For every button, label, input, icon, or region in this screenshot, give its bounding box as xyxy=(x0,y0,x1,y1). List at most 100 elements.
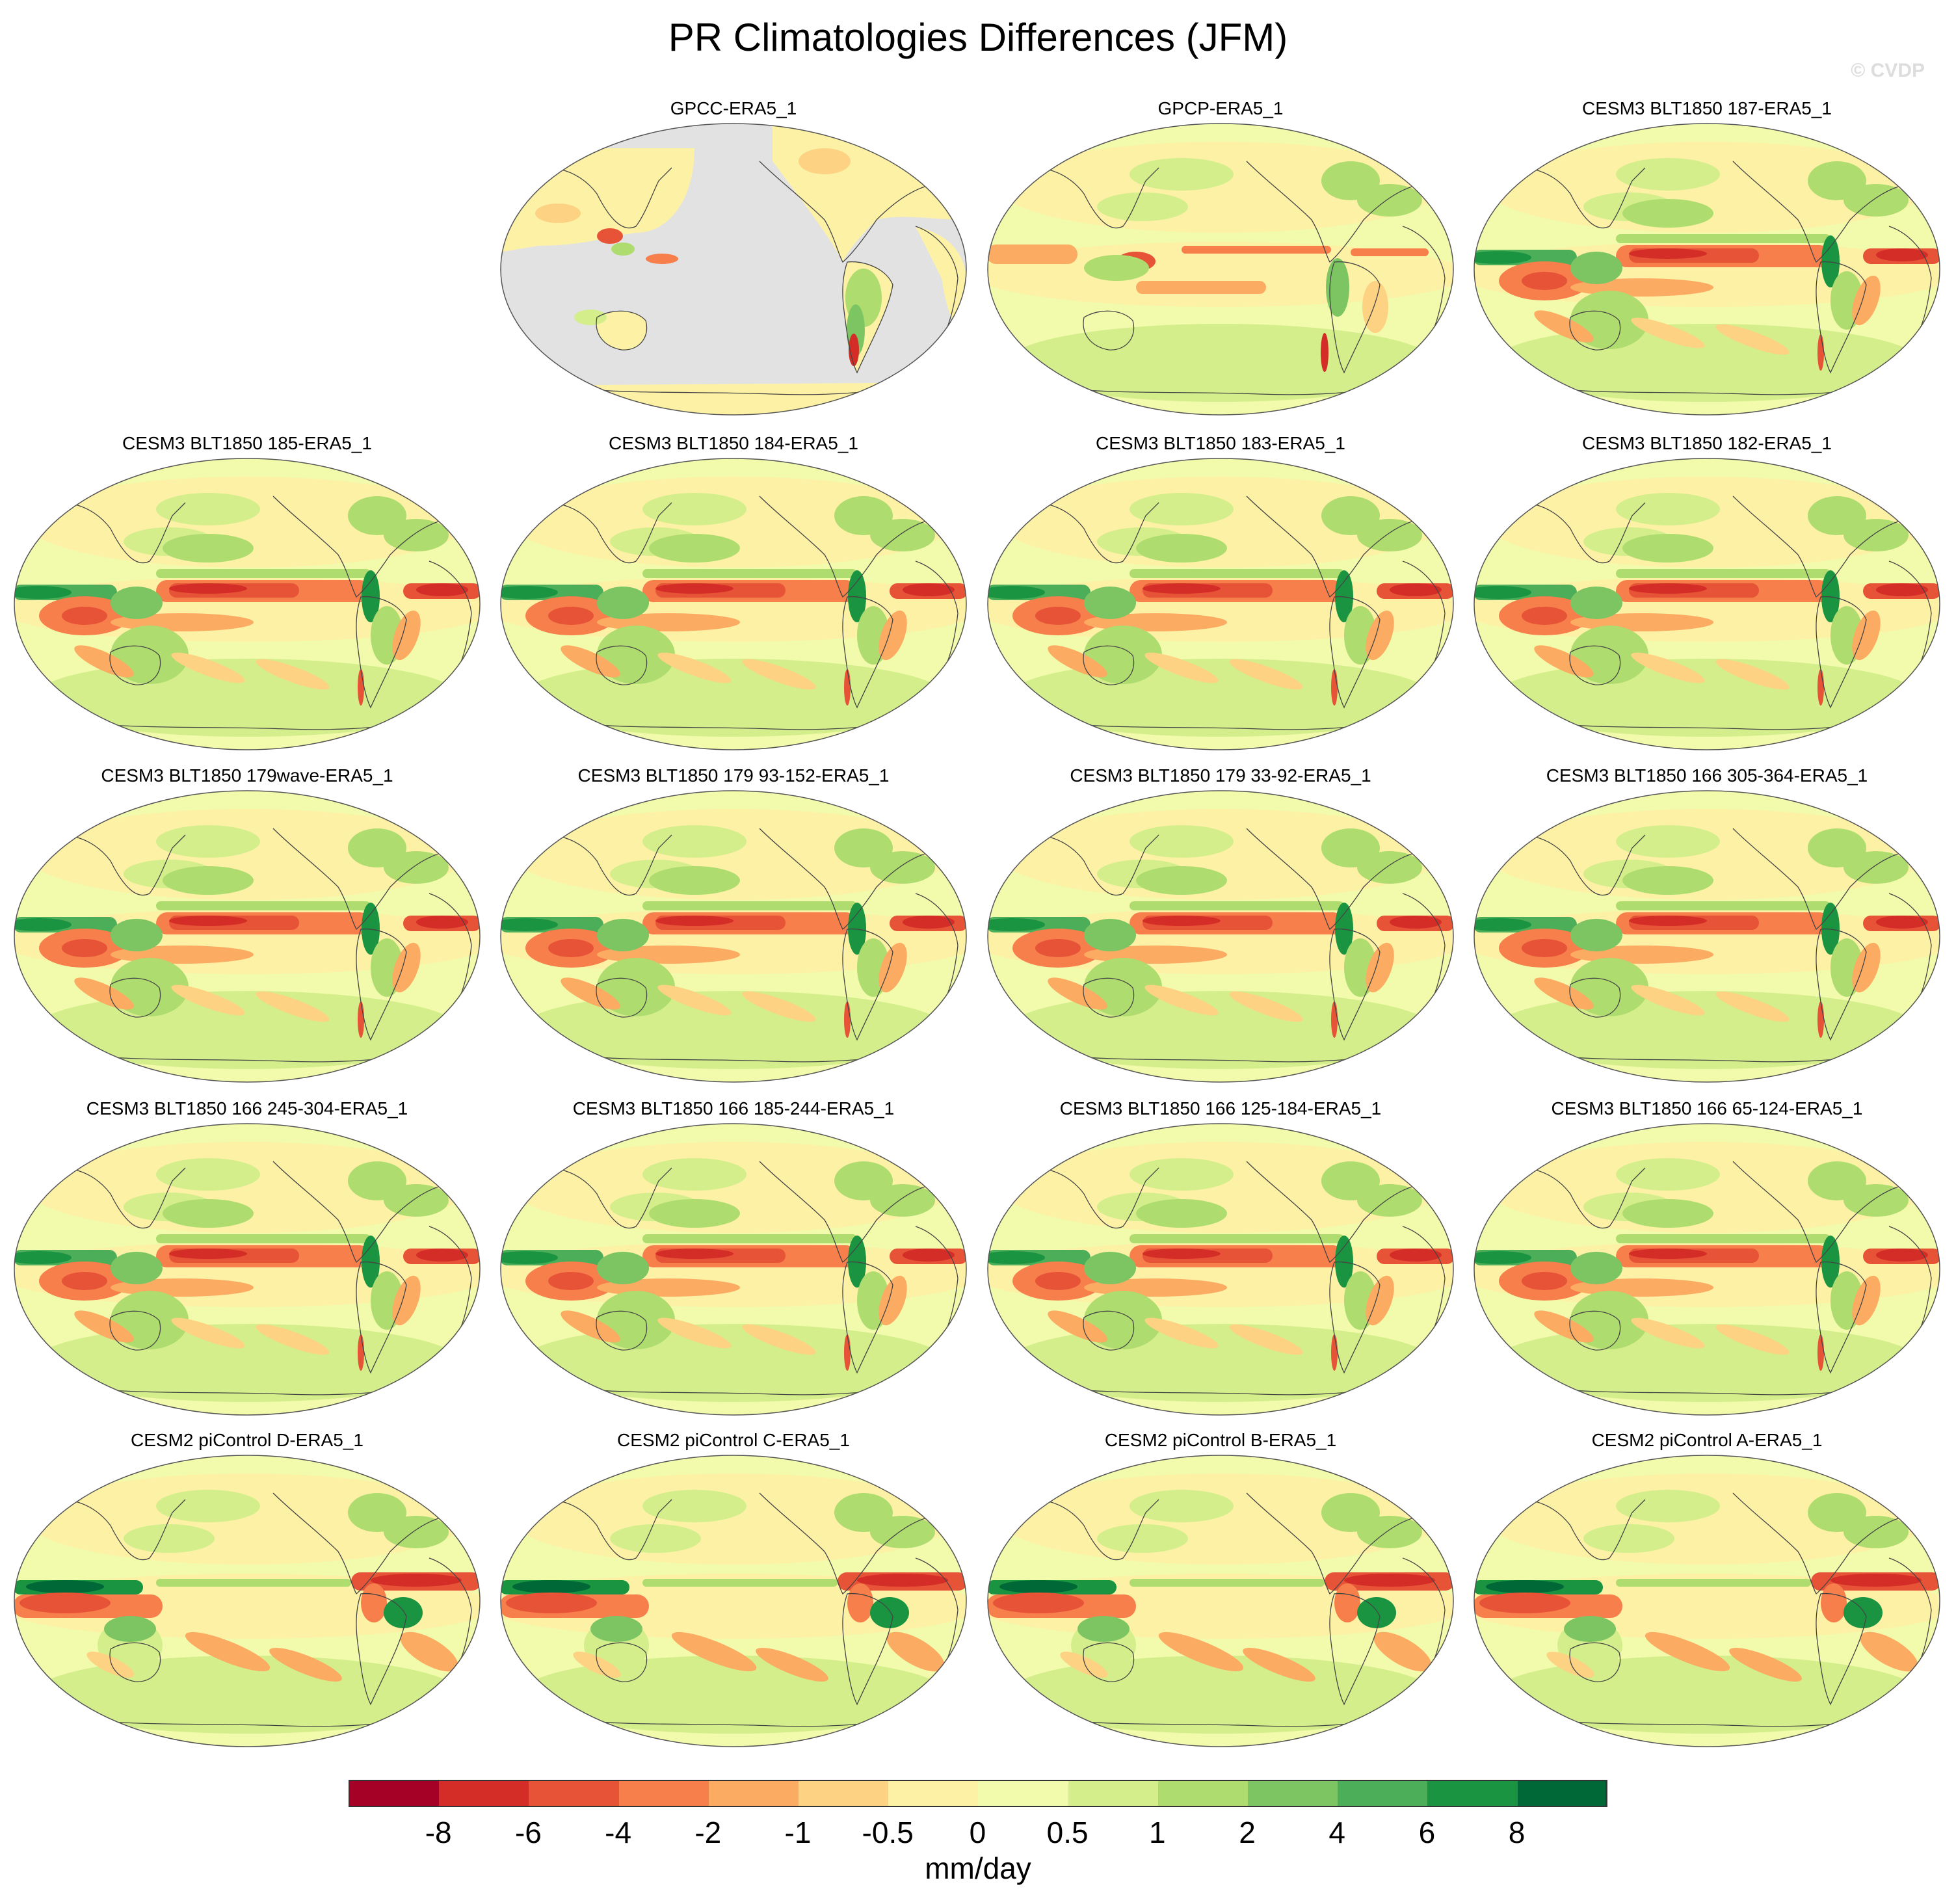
map-panel: CESM2 piControl C-ERA5_1 xyxy=(493,1429,974,1754)
wet-anomaly xyxy=(111,587,163,619)
wet-anomaly xyxy=(988,586,1045,599)
dry-anomaly xyxy=(597,228,623,244)
map-panel: CESM3 BLT1850 182-ERA5_1 xyxy=(1466,432,1948,758)
map-outline xyxy=(14,1455,481,1747)
map-panel: CESM2 piControl A-ERA5_1 xyxy=(1466,1429,1948,1754)
wet-anomaly xyxy=(1844,519,1909,551)
dry-anomaly xyxy=(799,148,851,174)
wet-anomaly xyxy=(26,1580,104,1593)
neutral-region xyxy=(519,1656,948,1734)
robinson-map xyxy=(1474,1455,1940,1747)
field-layer xyxy=(1474,124,1940,415)
wet-anomaly xyxy=(1474,918,1531,931)
dry-anomaly xyxy=(185,1632,271,1672)
colorbar-segment xyxy=(1157,1780,1248,1807)
dry-anomaly xyxy=(573,1651,621,1678)
robinson-map xyxy=(14,458,481,750)
wet-anomaly xyxy=(384,1516,449,1548)
map-panel: CESM2 piControl D-ERA5_1 xyxy=(7,1429,488,1754)
wet-band xyxy=(1616,569,1830,578)
dry-anomaly xyxy=(169,583,247,594)
dry-anomaly xyxy=(1060,1651,1108,1678)
australia-coast xyxy=(596,1642,648,1682)
wet-anomaly xyxy=(1844,1597,1883,1628)
wet-band xyxy=(1616,234,1830,243)
dry-anomaly xyxy=(1629,248,1707,259)
panel-title: CESM3 BLT1850 166 125-184-ERA5_1 xyxy=(1059,1098,1382,1118)
australia-coast xyxy=(1083,645,1135,685)
wet-anomaly xyxy=(597,1252,649,1284)
neutral-region xyxy=(1195,1539,1273,1565)
wet-anomaly xyxy=(642,825,747,858)
colorbar-tick-label: -2 xyxy=(694,1816,722,1849)
dry-anomaly xyxy=(1144,985,1219,1016)
dry-anomaly xyxy=(1522,607,1567,625)
wet-anomaly xyxy=(1130,825,1234,858)
wet-anomaly xyxy=(848,903,866,955)
dry-anomaly xyxy=(392,1275,421,1326)
map-outline xyxy=(14,458,481,750)
south-america-coast xyxy=(1816,928,1867,1041)
field-layer xyxy=(501,1455,966,1747)
dry-anomaly xyxy=(169,916,247,926)
wet-band xyxy=(1616,901,1830,910)
map-panel: CESM3 BLT1850 166 185-244-ERA5_1 xyxy=(493,1098,974,1423)
north-america-coast xyxy=(272,496,449,598)
field-layer xyxy=(988,1455,1453,1747)
map-panel: CESM3 BLT1850 179 33-92-ERA5_1 xyxy=(980,765,1461,1090)
wet-band xyxy=(1616,1234,1830,1243)
panel-title: CESM3 BLT1850 166 65-124-ERA5_1 xyxy=(1551,1098,1863,1118)
colorbar-segment xyxy=(1337,1780,1428,1807)
wet-anomaly xyxy=(1130,1158,1234,1191)
australia-coast xyxy=(1083,977,1135,1018)
dry-anomaly xyxy=(857,1574,948,1587)
south-america-coast xyxy=(842,928,893,1041)
dry-anomaly xyxy=(548,1272,594,1290)
dry-anomaly xyxy=(1035,1272,1081,1290)
field-layer xyxy=(988,458,1453,750)
map-outline xyxy=(14,1123,481,1416)
map-outline xyxy=(987,790,1454,1083)
map-panel: CESM3 BLT1850 183-ERA5_1 xyxy=(980,432,1461,758)
dry-anomaly xyxy=(392,942,421,993)
north-america-coast xyxy=(1732,1492,1909,1595)
wet-anomaly xyxy=(642,1490,747,1522)
wet-anomaly xyxy=(362,570,380,622)
australia-coast xyxy=(1569,1642,1621,1682)
colorbar-tick-label: -6 xyxy=(514,1816,542,1849)
neutral-region xyxy=(519,1324,948,1402)
panel-title: CESM3 BLT1850 166 185-244-ERA5_1 xyxy=(572,1098,895,1118)
dry-anomaly xyxy=(886,1632,945,1672)
wet-anomaly xyxy=(1474,1251,1531,1264)
dry-band xyxy=(1136,281,1266,294)
wet-anomaly xyxy=(1844,184,1909,217)
cvdp-credit: © CVDP xyxy=(1851,60,1925,81)
dry-anomaly xyxy=(1390,583,1442,596)
wet-anomaly xyxy=(1357,184,1422,217)
map-outline xyxy=(500,458,967,750)
wet-anomaly xyxy=(870,1516,935,1548)
dry-anomaly xyxy=(1048,1310,1107,1343)
wet-band xyxy=(1130,569,1344,578)
figure-title: PR Climatologies Differences (JFM) xyxy=(668,16,1288,59)
wet-band xyxy=(642,569,857,578)
wet-anomaly xyxy=(1335,1236,1353,1288)
wet-band xyxy=(642,901,857,910)
panel-title: CESM3 BLT1850 183-ERA5_1 xyxy=(1096,433,1345,453)
colorbar-tick-label: 6 xyxy=(1418,1816,1436,1849)
dry-anomaly xyxy=(756,1648,828,1682)
australia-coast xyxy=(1569,977,1621,1018)
wet-anomaly xyxy=(156,825,260,858)
dry-anomaly xyxy=(1522,272,1567,290)
wet-anomaly xyxy=(1357,1184,1422,1217)
wet-anomaly xyxy=(597,919,649,951)
dry-anomaly xyxy=(1631,985,1705,1016)
neutral-region xyxy=(1006,659,1435,737)
map-outline xyxy=(14,790,481,1083)
wet-anomaly xyxy=(1622,1199,1713,1228)
dry-anomaly xyxy=(1817,1334,1824,1371)
panel-title: CESM3 BLT1850 166 305-364-ERA5_1 xyxy=(1546,765,1868,786)
wet-anomaly xyxy=(1570,252,1622,284)
wet-anomaly xyxy=(1474,251,1531,264)
wet-anomaly xyxy=(1616,158,1720,191)
